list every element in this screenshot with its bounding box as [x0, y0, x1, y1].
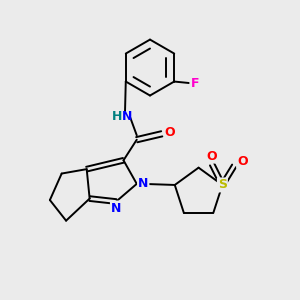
Text: F: F — [190, 76, 199, 89]
Text: H: H — [112, 110, 122, 123]
Text: N: N — [138, 177, 148, 190]
Text: O: O — [237, 155, 248, 168]
Text: S: S — [218, 178, 227, 191]
Text: O: O — [207, 150, 218, 163]
Text: O: O — [165, 126, 175, 139]
Text: N: N — [122, 110, 133, 123]
Text: N: N — [111, 202, 121, 214]
